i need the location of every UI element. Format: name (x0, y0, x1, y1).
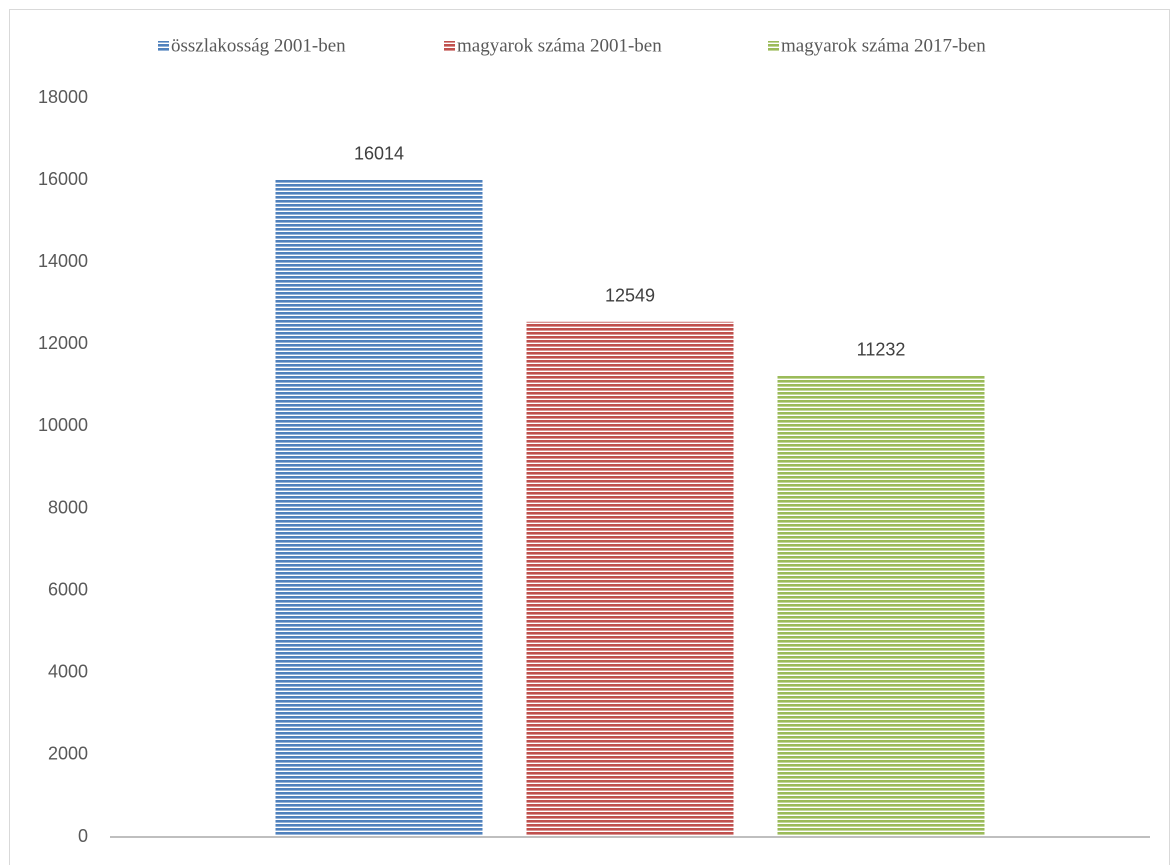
y-tick-label: 16000 (38, 169, 88, 189)
legend-label: magyarok száma 2017-ben (781, 35, 986, 56)
y-tick-label: 4000 (48, 662, 88, 682)
legend-swatch (768, 41, 779, 52)
chart-border (9, 9, 1170, 865)
legend-swatch (444, 41, 455, 52)
bar (275, 179, 483, 838)
legend-swatch (158, 41, 169, 52)
y-tick-label: 6000 (48, 579, 88, 599)
data-label: 16014 (354, 143, 404, 163)
data-label: 12549 (605, 286, 655, 306)
y-tick-label: 8000 (48, 497, 88, 517)
data-label: 11232 (857, 340, 906, 360)
legend-label: összlakosság 2001-ben (171, 35, 346, 56)
y-tick-label: 10000 (38, 415, 88, 435)
y-tick-label: 18000 (38, 87, 88, 107)
bar (777, 375, 985, 837)
y-tick-label: 2000 (48, 744, 88, 764)
y-tick-label: 12000 (38, 333, 88, 353)
legend-label: magyarok száma 2001-ben (457, 35, 662, 56)
bar (526, 321, 734, 837)
y-tick-label: 0 (78, 826, 88, 846)
y-tick-label: 14000 (38, 251, 88, 271)
